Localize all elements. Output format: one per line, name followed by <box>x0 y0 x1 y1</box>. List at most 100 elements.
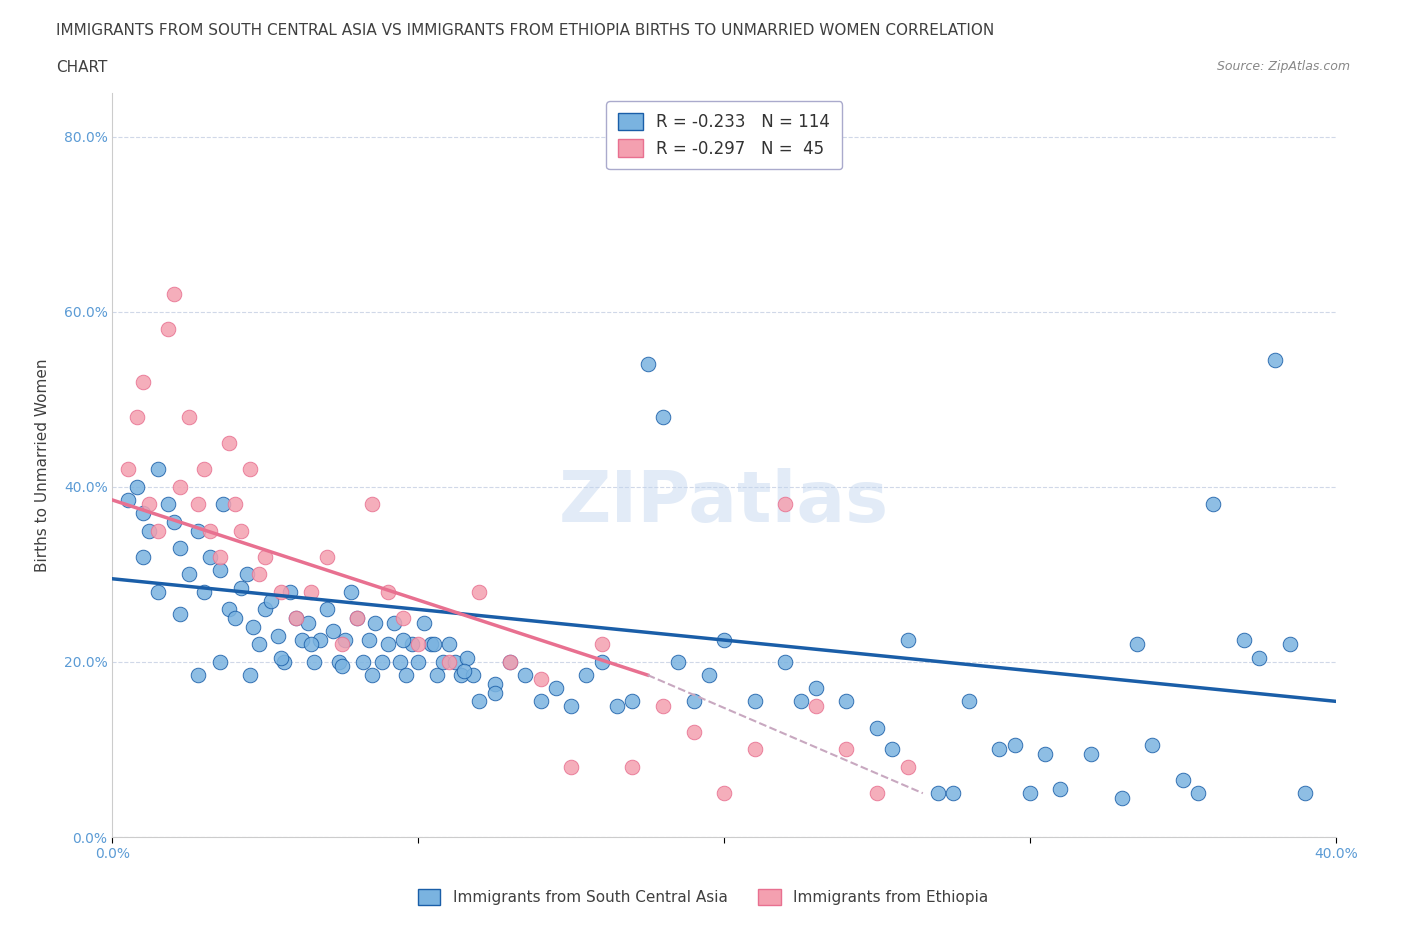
Point <box>208 563 231 578</box>
Point <box>408 655 430 670</box>
Point <box>273 655 295 670</box>
Point <box>370 655 392 670</box>
Point <box>315 602 337 617</box>
Point <box>882 742 904 757</box>
Point <box>988 742 1011 757</box>
Point <box>1294 786 1316 801</box>
Point <box>413 615 436 630</box>
Point <box>591 655 613 670</box>
Point <box>333 632 356 647</box>
Point <box>148 584 170 599</box>
Point <box>484 676 506 691</box>
Point <box>187 668 209 683</box>
Point <box>1264 352 1286 367</box>
Point <box>432 655 454 670</box>
Point <box>361 497 384 512</box>
Point <box>299 637 322 652</box>
Point <box>1033 747 1056 762</box>
Point <box>395 668 418 683</box>
Point <box>682 694 704 709</box>
Text: CHART: CHART <box>56 60 108 75</box>
Point <box>652 698 675 713</box>
Point <box>125 409 148 424</box>
Point <box>138 497 160 512</box>
Point <box>163 286 186 301</box>
Point <box>789 694 811 709</box>
Point <box>169 606 191 621</box>
Point <box>208 655 231 670</box>
Point <box>187 497 209 512</box>
Legend: Immigrants from South Central Asia, Immigrants from Ethiopia: Immigrants from South Central Asia, Immi… <box>411 882 995 913</box>
Point <box>346 611 368 626</box>
Point <box>544 681 567 696</box>
Point <box>208 550 231 565</box>
Point <box>169 540 191 555</box>
Point <box>1126 637 1149 652</box>
Point <box>254 602 277 617</box>
Point <box>499 655 522 670</box>
Point <box>697 668 720 683</box>
Point <box>1187 786 1209 801</box>
Point <box>148 462 170 477</box>
Point <box>156 497 179 512</box>
Point <box>744 742 766 757</box>
Point <box>132 375 155 390</box>
Point <box>163 514 186 529</box>
Point <box>1249 650 1271 665</box>
Point <box>419 637 441 652</box>
Point <box>361 668 384 683</box>
Point <box>260 593 283 608</box>
Point <box>957 694 980 709</box>
Point <box>1080 747 1102 762</box>
Point <box>530 694 553 709</box>
Point <box>713 786 735 801</box>
Point <box>1233 632 1256 647</box>
Point <box>291 632 314 647</box>
Point <box>515 668 537 683</box>
Point <box>254 550 277 565</box>
Point <box>775 655 797 670</box>
Point <box>775 497 797 512</box>
Point <box>193 584 215 599</box>
Point <box>156 322 179 337</box>
Point <box>330 658 353 673</box>
Point <box>346 611 368 626</box>
Point <box>453 663 475 678</box>
Point <box>236 567 259 582</box>
Point <box>713 632 735 647</box>
Point <box>866 720 889 735</box>
Point <box>117 462 139 477</box>
Point <box>193 462 215 477</box>
Point <box>804 681 827 696</box>
Legend: R = -0.233   N = 114, R = -0.297   N =  45: R = -0.233 N = 114, R = -0.297 N = 45 <box>606 101 842 169</box>
Point <box>218 602 240 617</box>
Point <box>177 409 200 424</box>
Point <box>682 724 704 739</box>
Point <box>229 580 252 595</box>
Point <box>270 650 292 665</box>
Point <box>468 694 491 709</box>
Point <box>1004 737 1026 752</box>
Point <box>328 655 350 670</box>
Point <box>377 637 399 652</box>
Point <box>897 760 920 775</box>
Point <box>1049 781 1071 796</box>
Point <box>200 550 222 565</box>
Point <box>132 506 155 521</box>
Point <box>1202 497 1225 512</box>
Point <box>352 655 374 670</box>
Point <box>229 524 252 538</box>
Point <box>575 668 598 683</box>
Point <box>359 632 381 647</box>
Point <box>117 493 139 508</box>
Point <box>224 611 246 626</box>
Point <box>392 632 415 647</box>
Point <box>392 611 415 626</box>
Point <box>239 462 262 477</box>
Point <box>744 694 766 709</box>
Point <box>804 698 827 713</box>
Point <box>560 760 582 775</box>
Point <box>309 632 332 647</box>
Point <box>897 632 920 647</box>
Point <box>1018 786 1040 801</box>
